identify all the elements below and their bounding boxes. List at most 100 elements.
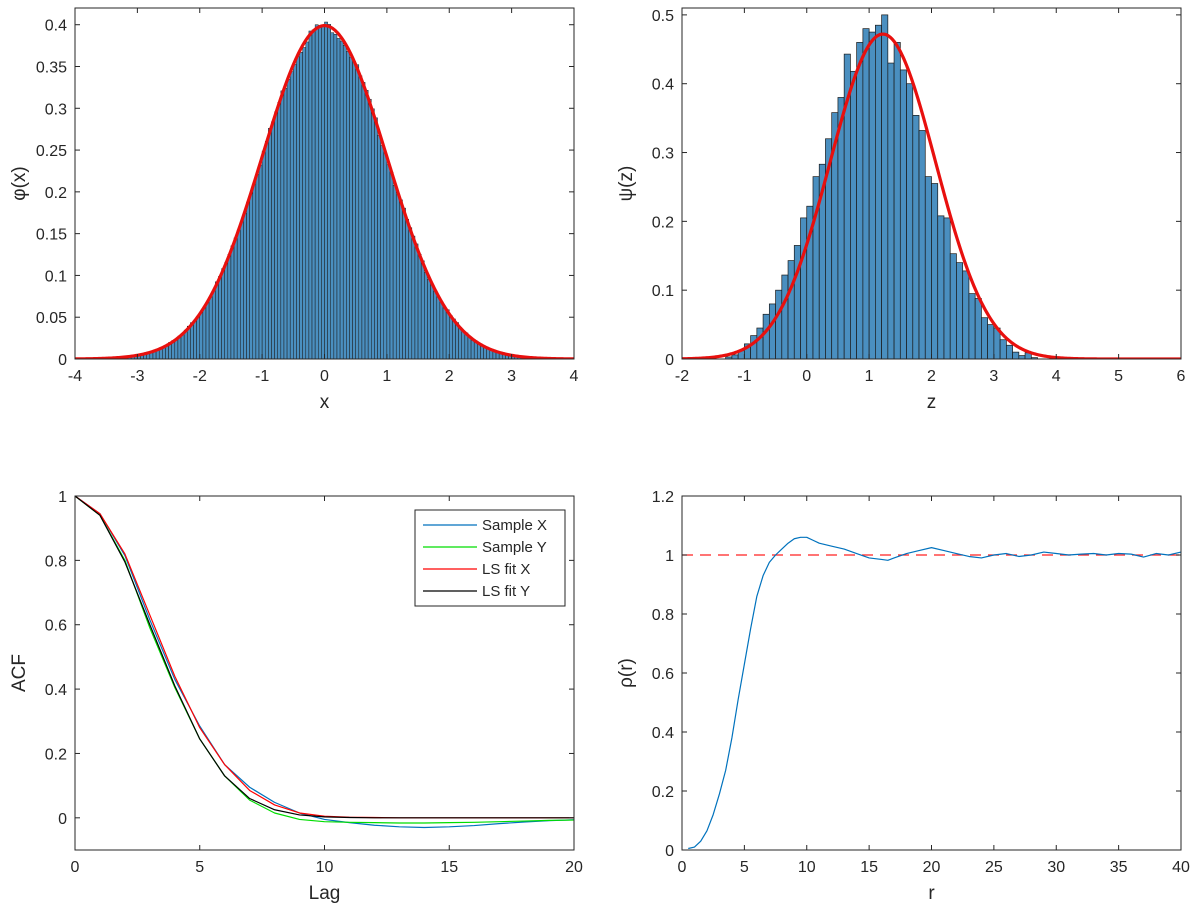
x-tick-label: 2 [445, 368, 454, 385]
histogram-bar [473, 341, 478, 359]
histogram-bar [442, 307, 447, 359]
histogram-bar [199, 312, 204, 359]
histogram-bar [255, 174, 260, 359]
histogram-bar [346, 51, 350, 359]
y-axis-label: ACF [9, 654, 30, 692]
y-axis-label: ρ(r) [616, 658, 637, 688]
histogram-bar [1012, 351, 1020, 359]
legend-label: LS fit X [482, 561, 530, 578]
x-tick-label: 20 [565, 859, 583, 876]
histogram-bar [424, 272, 428, 359]
legend-label: Sample X [482, 517, 547, 534]
x-tick-label: 40 [1172, 859, 1190, 876]
x-tick-label: 25 [985, 859, 1003, 876]
histogram-bar [364, 89, 369, 359]
histogram-bar [433, 290, 438, 359]
histogram-bar [856, 42, 864, 359]
histogram-bar [383, 153, 388, 359]
histogram-bar [264, 141, 269, 359]
chart-phi: -4 -3 -2 -1 0 1 2 3 4 0 0.05 0.1 0.15 0.2 0.25 0.3 0.35 0… [9, 7, 579, 413]
histogram-bar [470, 339, 475, 359]
histogram-bar [417, 253, 422, 359]
histogram-bar [402, 207, 406, 359]
histogram-bar [1018, 355, 1026, 359]
histogram-bar [386, 164, 391, 359]
y-tick-label: 1.2 [652, 489, 674, 506]
histogram-bar [862, 28, 870, 359]
y-tick-label: 0 [665, 843, 674, 860]
x-tick-label: 15 [440, 859, 458, 876]
histogram-bar [233, 237, 238, 359]
histogram-bar [968, 293, 976, 359]
series-line-1 [688, 536, 1181, 850]
x-tick-label: 1 [382, 368, 391, 385]
x-tick-label: -2 [193, 368, 207, 385]
histogram-bar [931, 183, 939, 359]
histogram-bar [918, 130, 926, 359]
histogram-bar [305, 41, 310, 359]
histogram-bar [271, 121, 275, 359]
histogram-bar [258, 164, 263, 359]
histogram-bar [480, 345, 484, 359]
x-tick-label: 0 [802, 368, 811, 385]
histogram-bar [218, 276, 222, 359]
histogram-bar [850, 70, 857, 359]
y-tick-label: 0.4 [652, 77, 674, 94]
histogram-bar [445, 309, 450, 359]
histogram-bar [781, 274, 789, 359]
x-tick-label: 2 [927, 368, 936, 385]
histogram-bar [937, 215, 945, 359]
histogram-bar [477, 343, 481, 359]
x-tick-label: 5 [740, 859, 749, 876]
x-tick-label: 20 [923, 859, 941, 876]
y-tick-label: 0.8 [652, 607, 674, 624]
histogram-bar [158, 349, 163, 359]
histogram-bar [358, 75, 363, 359]
histogram-bar [249, 193, 254, 359]
y-tick-label: 0.15 [36, 227, 67, 244]
histogram-bar [912, 115, 920, 359]
legend-label: Sample Y [482, 539, 547, 556]
y-tick-label: 0.3 [652, 146, 674, 163]
histogram-bar [420, 260, 425, 359]
histogram-bar [768, 303, 776, 359]
histogram-bar [899, 69, 907, 359]
histogram-bar [467, 336, 472, 359]
x-tick-label: 4 [570, 368, 579, 385]
y-tick-label: 0.05 [36, 310, 67, 327]
histogram-bar [367, 98, 372, 359]
histogram-bar [430, 284, 434, 359]
y-tick-label: 0.2 [45, 185, 67, 202]
histogram-bar [439, 301, 444, 359]
y-tick-label: 0.6 [45, 618, 67, 635]
histogram-bar [327, 24, 331, 359]
histogram-bar [205, 302, 210, 359]
x-tick-label: 0 [71, 859, 80, 876]
pdf-fit-line [75, 24, 574, 359]
y-tick-label: 0 [58, 352, 67, 369]
x-tick-label: 10 [316, 859, 334, 876]
histogram-bar [277, 102, 282, 359]
chart-rho: 0 5 10 15 20 25 30 35 40 0 0.2 0.4 0.6 0.8 1 1.2 r ρ(r) [616, 489, 1190, 904]
histogram-bar [800, 217, 808, 359]
histogram-bar [999, 339, 1007, 359]
histogram-bar [943, 217, 951, 359]
histogram-bar [202, 306, 207, 359]
y-tick-label: 0.2 [652, 784, 674, 801]
histogram-bar [314, 24, 319, 359]
histogram-bar [330, 32, 335, 359]
x-tick-label: 35 [1110, 859, 1128, 876]
histogram-bar [455, 322, 459, 359]
histogram-bar [389, 171, 394, 359]
histogram-bar [374, 117, 378, 359]
y-tick-label: 0.4 [45, 18, 67, 35]
histogram-bar [411, 235, 416, 359]
histogram-bar [787, 260, 795, 359]
x-tick-label: 1 [865, 368, 874, 385]
y-tick-label: 0.35 [36, 60, 67, 77]
x-tick-label: -1 [737, 368, 751, 385]
x-tick-label: 3 [989, 368, 998, 385]
histogram-bar [221, 268, 225, 359]
histogram-bar [211, 290, 216, 359]
